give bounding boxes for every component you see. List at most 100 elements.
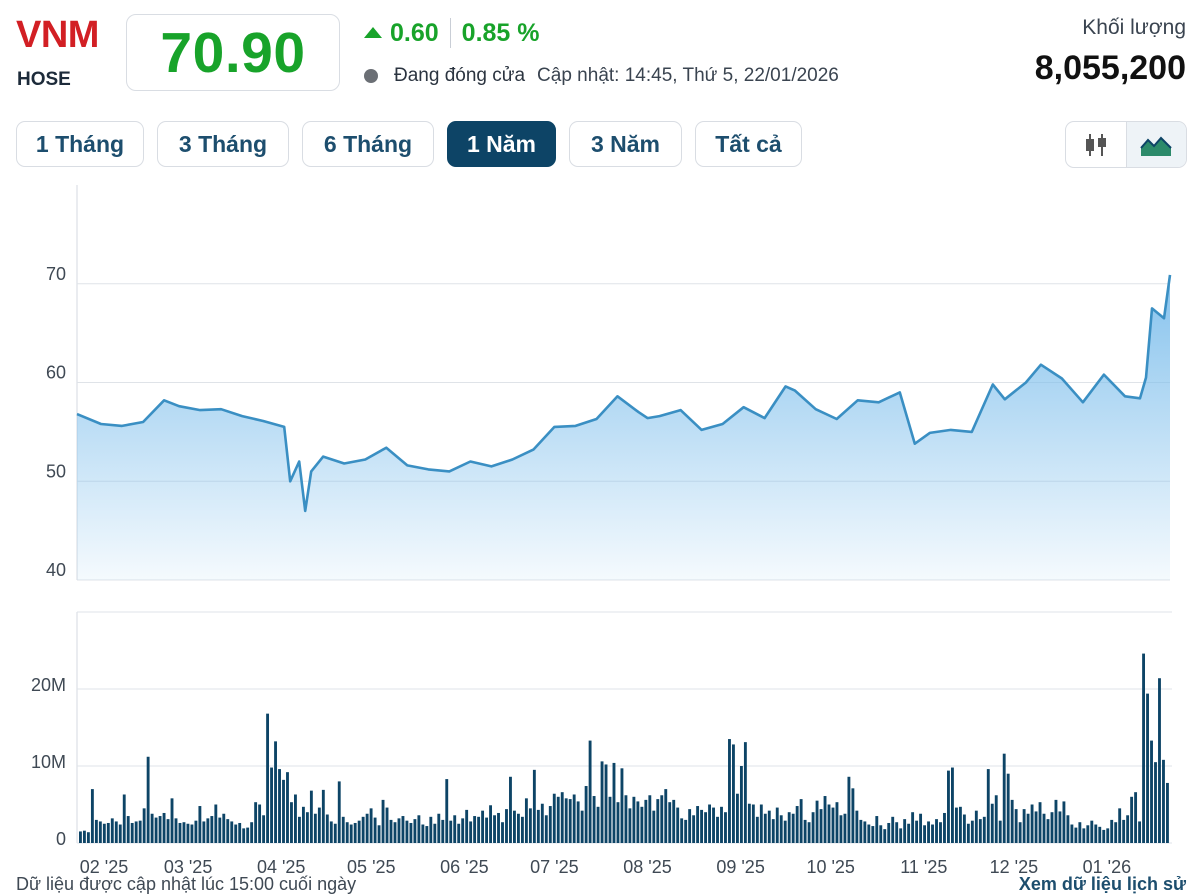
volume-bar [564, 798, 568, 843]
volume-bar [831, 807, 835, 843]
volume-bar [134, 821, 138, 843]
tab-all[interactable]: Tất cả [695, 121, 802, 167]
volume-bar [660, 795, 664, 843]
volume-bar [899, 828, 903, 843]
volume-bar [298, 816, 301, 843]
volume-bar [174, 818, 178, 843]
x-axis-month-label: 01 '26 [1083, 857, 1131, 875]
volume-bar [449, 820, 453, 843]
volume-bar [262, 815, 266, 843]
volume-bar [1038, 802, 1042, 843]
volume-bar [481, 810, 485, 843]
volume-bar [501, 822, 504, 843]
volume-bar [1014, 809, 1018, 843]
volume-bar [114, 821, 118, 843]
volume-bar [214, 804, 218, 843]
volume-bar [636, 801, 640, 843]
volume-bar [588, 740, 592, 843]
volume-bar [301, 806, 305, 843]
volume-bar [333, 823, 337, 843]
tab-6-months[interactable]: 6 Tháng [302, 121, 434, 167]
volume-bar [986, 769, 990, 843]
volume-bar [118, 824, 122, 843]
volume-bar [1058, 811, 1062, 843]
volume-bar [732, 744, 735, 843]
volume-chart: 0 10M 20M 02 '25 03 '25 04 '25 05 '25 06 '25 07… [31, 611, 1172, 875]
volume-bar [1002, 753, 1006, 843]
volume-bar [441, 819, 445, 843]
price-area-fill [77, 274, 1170, 580]
volume-bar [548, 806, 552, 843]
volume-bar [98, 821, 102, 843]
volume-bar [572, 794, 576, 843]
candlestick-button[interactable] [1066, 122, 1126, 167]
volume-bar [329, 821, 333, 843]
volume-bar [258, 804, 262, 843]
tab-3-years[interactable]: 3 Năm [569, 121, 682, 167]
volume-bar [106, 822, 110, 843]
x-axis-month-label: 10 '25 [806, 857, 854, 875]
price-change-percent: 0.85 % [461, 18, 540, 47]
volume-bar [628, 808, 632, 843]
volume-bar [867, 824, 871, 843]
volume-bar [767, 810, 771, 843]
volume-bar [405, 820, 409, 843]
volume-bar [1090, 820, 1094, 843]
volume-bar [437, 813, 441, 843]
volume-bar [656, 799, 660, 843]
volume-bar [86, 832, 90, 843]
volume-bar [644, 799, 648, 843]
volume-bar [799, 799, 803, 843]
volume-bar [505, 809, 508, 843]
volume-bar [1106, 828, 1110, 843]
volume-bar [672, 799, 676, 843]
volume-bar [544, 815, 548, 843]
volume-bar [385, 807, 389, 843]
volume-bar [819, 809, 823, 843]
volume-bar [110, 818, 114, 843]
volume-bar [429, 816, 433, 843]
tab-1-year[interactable]: 1 Năm [447, 121, 556, 167]
volume-bar [1078, 822, 1082, 843]
volume-bar [238, 822, 242, 843]
volume-bar [154, 817, 158, 843]
area-chart-button[interactable] [1125, 122, 1186, 167]
volume-bar [883, 829, 887, 843]
volume-bar [962, 814, 966, 843]
price-y-tick-label: 70 [46, 264, 66, 284]
volume-bar [704, 812, 708, 843]
volume-bar [465, 809, 469, 843]
volume-bar [250, 822, 254, 843]
volume-bar [1146, 693, 1149, 843]
volume-bar [409, 822, 413, 843]
volume-bar [158, 816, 162, 843]
volume-bar [1094, 824, 1098, 843]
market-status-row: Đang đóng cửa Cập nhật: 14:45, Thứ 5, 22… [364, 65, 839, 87]
tab-1-month[interactable]: 1 Tháng [16, 121, 144, 167]
volume-bar [433, 823, 437, 843]
volume-bar [286, 772, 289, 843]
volume-bar [680, 818, 684, 843]
volume-bar [935, 819, 938, 843]
volume-bar [827, 804, 831, 843]
tab-3-months[interactable]: 3 Tháng [157, 121, 289, 167]
volume-bar [795, 806, 799, 843]
volume-bar [381, 799, 385, 843]
volume-bar [716, 816, 719, 843]
volume-bar [692, 815, 696, 843]
volume-bar [735, 793, 739, 843]
volume-bar [222, 813, 226, 843]
volume-bar [974, 810, 978, 843]
volume-bar [1134, 792, 1138, 843]
volume-bar [540, 803, 544, 843]
volume-bar [970, 820, 974, 843]
price-line [76, 274, 1172, 513]
volume-bar [612, 762, 616, 843]
volume-bar [943, 812, 946, 843]
volume-bar [751, 804, 755, 843]
volume-bar [851, 788, 855, 843]
volume-bar [361, 816, 365, 843]
volume-bar [469, 821, 473, 843]
volume-bar [210, 816, 214, 843]
volume-bar [1154, 762, 1157, 843]
